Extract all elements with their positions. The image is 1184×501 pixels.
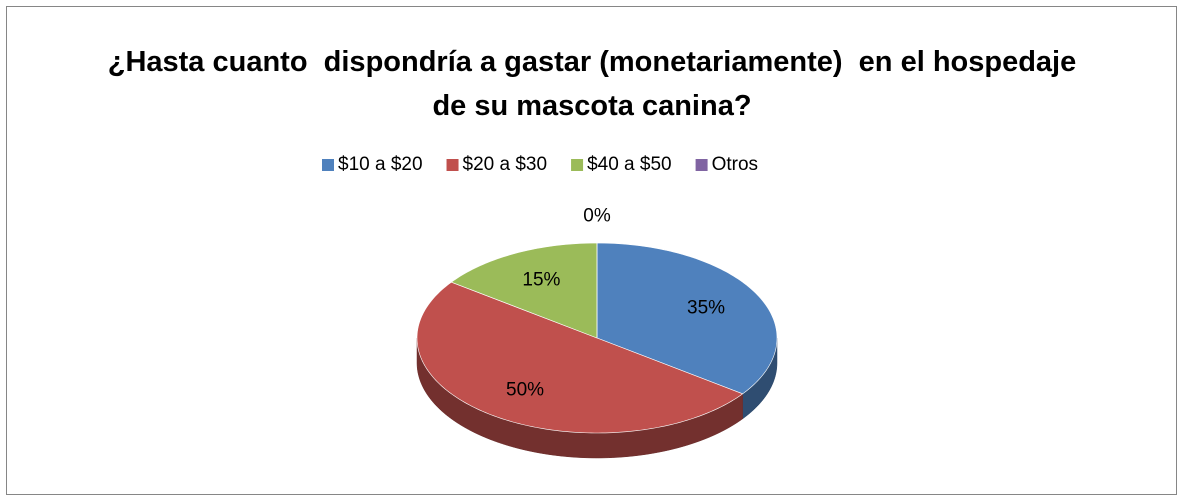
pie-slice xyxy=(596,242,778,395)
data-label: 0% xyxy=(583,205,611,226)
legend-label: $20 a $30 xyxy=(463,154,548,175)
legend-label: $40 a $50 xyxy=(587,154,672,175)
legend-swatch xyxy=(571,159,584,171)
legend-swatch xyxy=(446,159,459,171)
pie-slice xyxy=(450,242,598,339)
data-label: 15% xyxy=(522,269,560,290)
legend-swatch xyxy=(322,159,334,171)
data-label: 35% xyxy=(687,298,725,319)
pie-slice xyxy=(416,281,744,434)
legend-label: Otros xyxy=(712,154,758,175)
legend-swatch xyxy=(695,159,708,171)
chart-title: ¿Hasta cuanto dispondría a gastar (monet… xyxy=(107,46,1085,122)
legend-label: $10 a $20 xyxy=(338,154,423,175)
data-label: 50% xyxy=(506,379,544,400)
